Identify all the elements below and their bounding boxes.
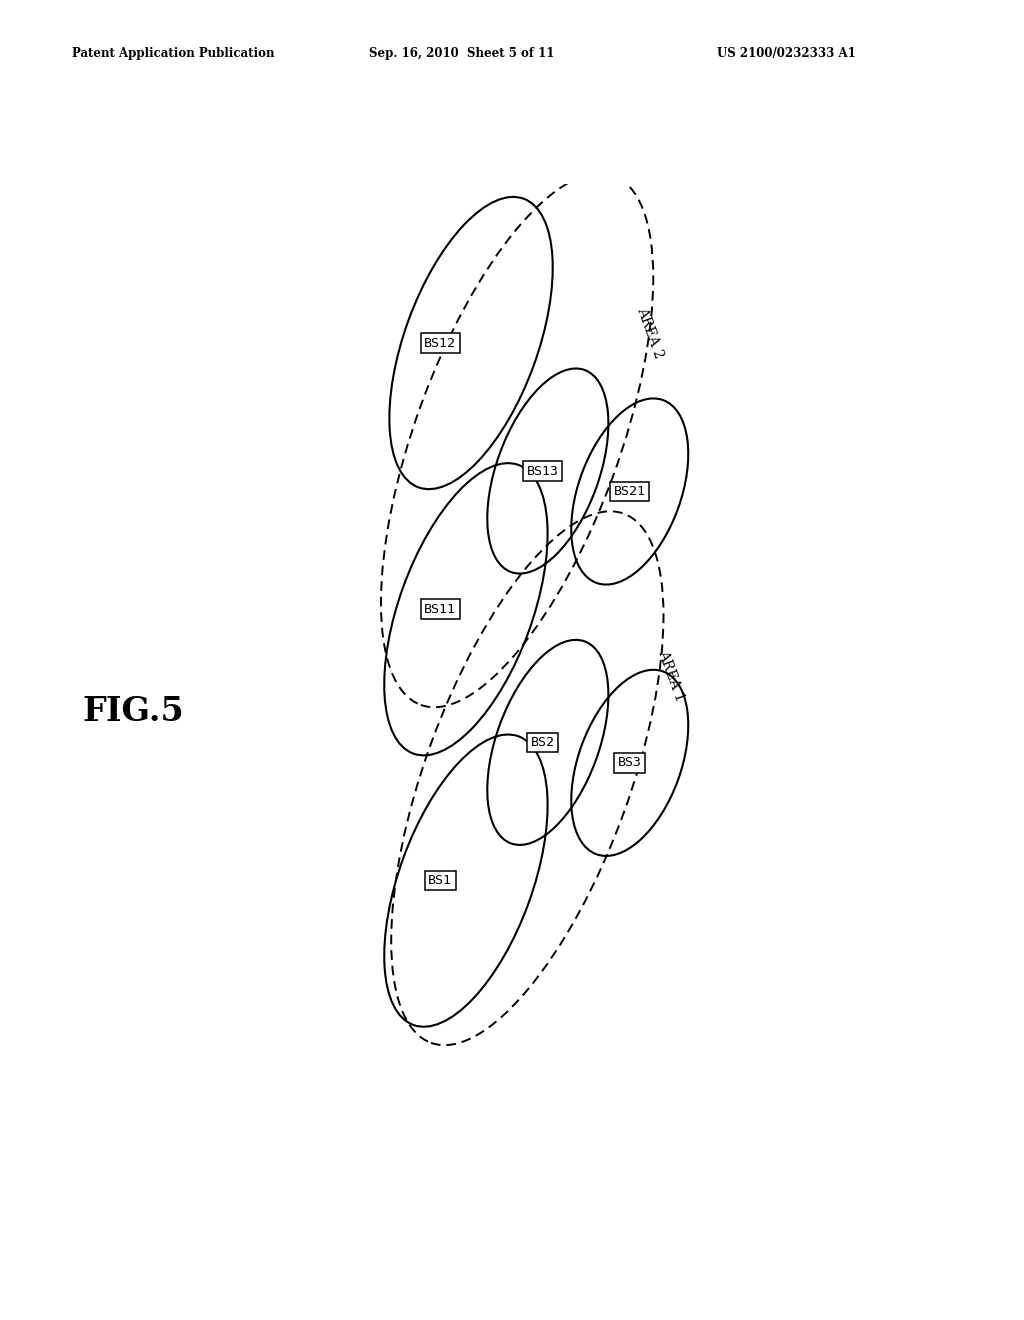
Text: BS2: BS2	[530, 735, 555, 748]
Text: BS11: BS11	[424, 603, 457, 615]
Text: BS1: BS1	[428, 874, 453, 887]
Text: FIG.5: FIG.5	[82, 696, 183, 729]
Text: AREA 2: AREA 2	[635, 305, 666, 360]
Text: BS13: BS13	[526, 465, 559, 478]
Text: Sep. 16, 2010  Sheet 5 of 11: Sep. 16, 2010 Sheet 5 of 11	[369, 46, 554, 59]
Text: BS21: BS21	[613, 484, 646, 498]
Text: AREA 1: AREA 1	[655, 648, 686, 704]
Text: US 2100/0232333 A1: US 2100/0232333 A1	[717, 46, 855, 59]
Text: Patent Application Publication: Patent Application Publication	[72, 46, 274, 59]
Text: BS12: BS12	[424, 337, 457, 350]
Text: BS3: BS3	[617, 756, 642, 770]
